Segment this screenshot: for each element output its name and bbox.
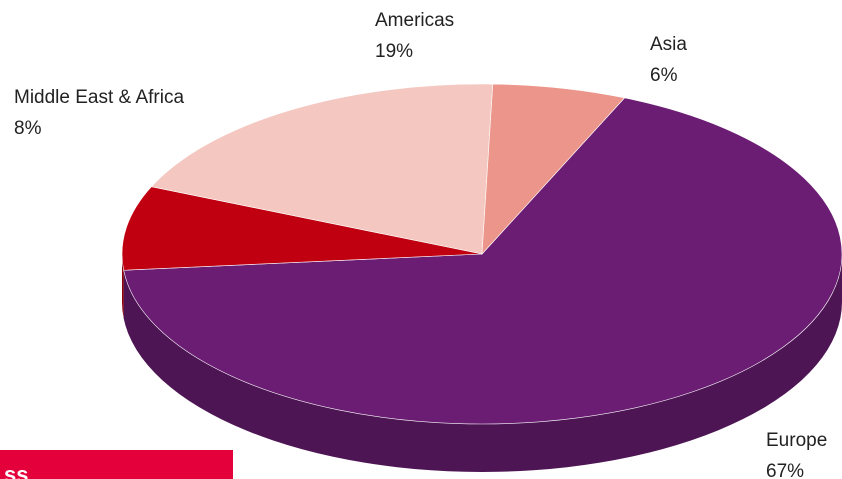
- pie-slices: [121, 83, 842, 425]
- slice-label-europe: Europe 67%: [766, 430, 827, 479]
- pie-slice-americas: [150, 83, 494, 255]
- corner-banner: ss: [0, 450, 233, 479]
- pie-slice-asia: [481, 83, 626, 255]
- slice-label-asia-value: 6%: [650, 65, 678, 86]
- slice-label-asia: Asia 6%: [650, 34, 687, 86]
- slice-label-europe-value: 67%: [766, 461, 804, 479]
- pie-slice-middle-east-africa: [121, 186, 483, 271]
- pie-side-europe: [123, 254, 842, 472]
- slice-label-americas: Americas 19%: [375, 10, 454, 62]
- pie-slice-europe: [123, 97, 842, 425]
- slice-label-mea-name: Middle East & Africa: [14, 87, 184, 108]
- slice-label-mea: Middle East & Africa 8%: [14, 87, 184, 139]
- slice-label-americas-name: Americas: [375, 10, 454, 31]
- slice-label-americas-value: 19%: [375, 41, 413, 62]
- slice-label-asia-name: Asia: [650, 34, 687, 55]
- pie-3d-sides: [122, 254, 842, 472]
- slice-label-mea-value: 8%: [14, 118, 42, 139]
- corner-banner-text: ss: [4, 462, 29, 479]
- pie-side-middle-east-africa: [122, 254, 124, 319]
- slice-label-europe-name: Europe: [766, 430, 827, 451]
